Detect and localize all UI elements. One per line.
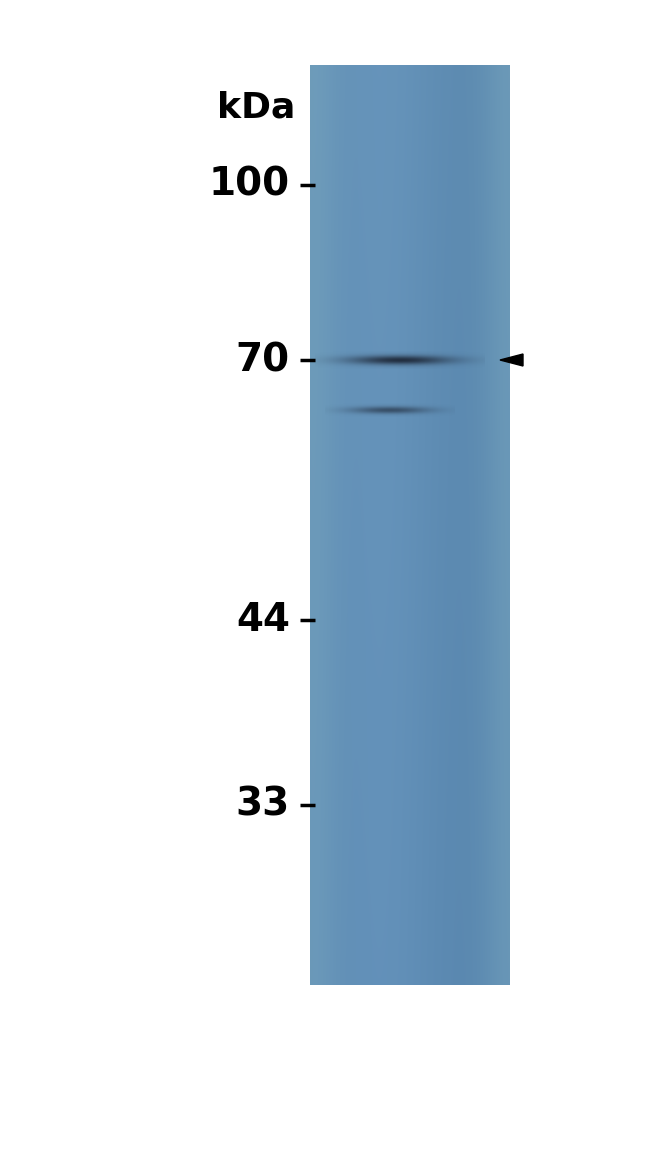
Text: 33: 33 [236,786,290,824]
Text: 70: 70 [236,341,290,379]
Text: 100: 100 [209,166,290,203]
Text: 44: 44 [236,601,290,639]
Polygon shape [500,354,523,366]
Text: kDa: kDa [216,91,295,125]
